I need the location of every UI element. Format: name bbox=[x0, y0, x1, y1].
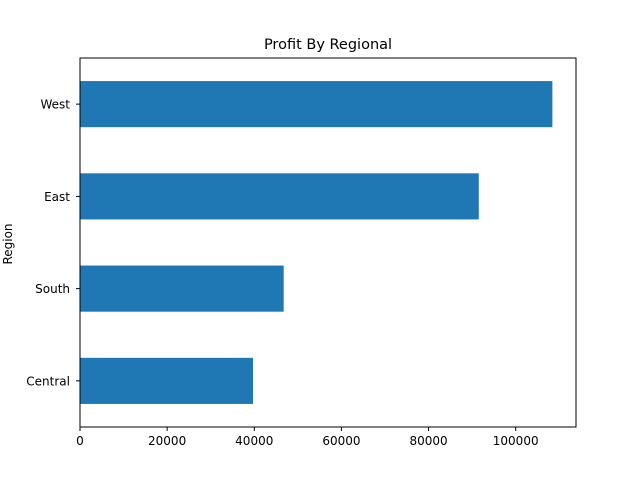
x-tick-label: 100000 bbox=[493, 434, 539, 448]
x-tick-label: 80000 bbox=[409, 434, 447, 448]
plot-frame bbox=[79, 57, 577, 428]
x-tick-label: 20000 bbox=[148, 434, 186, 448]
x-tick-label: 40000 bbox=[235, 434, 273, 448]
x-tick-label: 0 bbox=[76, 434, 84, 448]
bar-east bbox=[80, 173, 479, 220]
bar-south bbox=[80, 265, 284, 312]
chart-title: Profit By Regional bbox=[264, 37, 392, 53]
x-axis-ticks: 0 20000 40000 60000 80000 100000 bbox=[76, 427, 539, 448]
bar-central bbox=[80, 357, 254, 404]
y-tick-label: Central bbox=[26, 374, 70, 388]
bar-group bbox=[80, 81, 553, 404]
x-tick-label: 60000 bbox=[322, 434, 360, 448]
y-tick-label: South bbox=[35, 282, 70, 296]
y-axis-label: Region bbox=[1, 223, 15, 264]
y-tick-label: West bbox=[40, 98, 70, 112]
y-axis-ticks: Central South East West bbox=[26, 98, 80, 388]
bar-west bbox=[80, 81, 553, 128]
y-tick-label: East bbox=[44, 190, 70, 204]
